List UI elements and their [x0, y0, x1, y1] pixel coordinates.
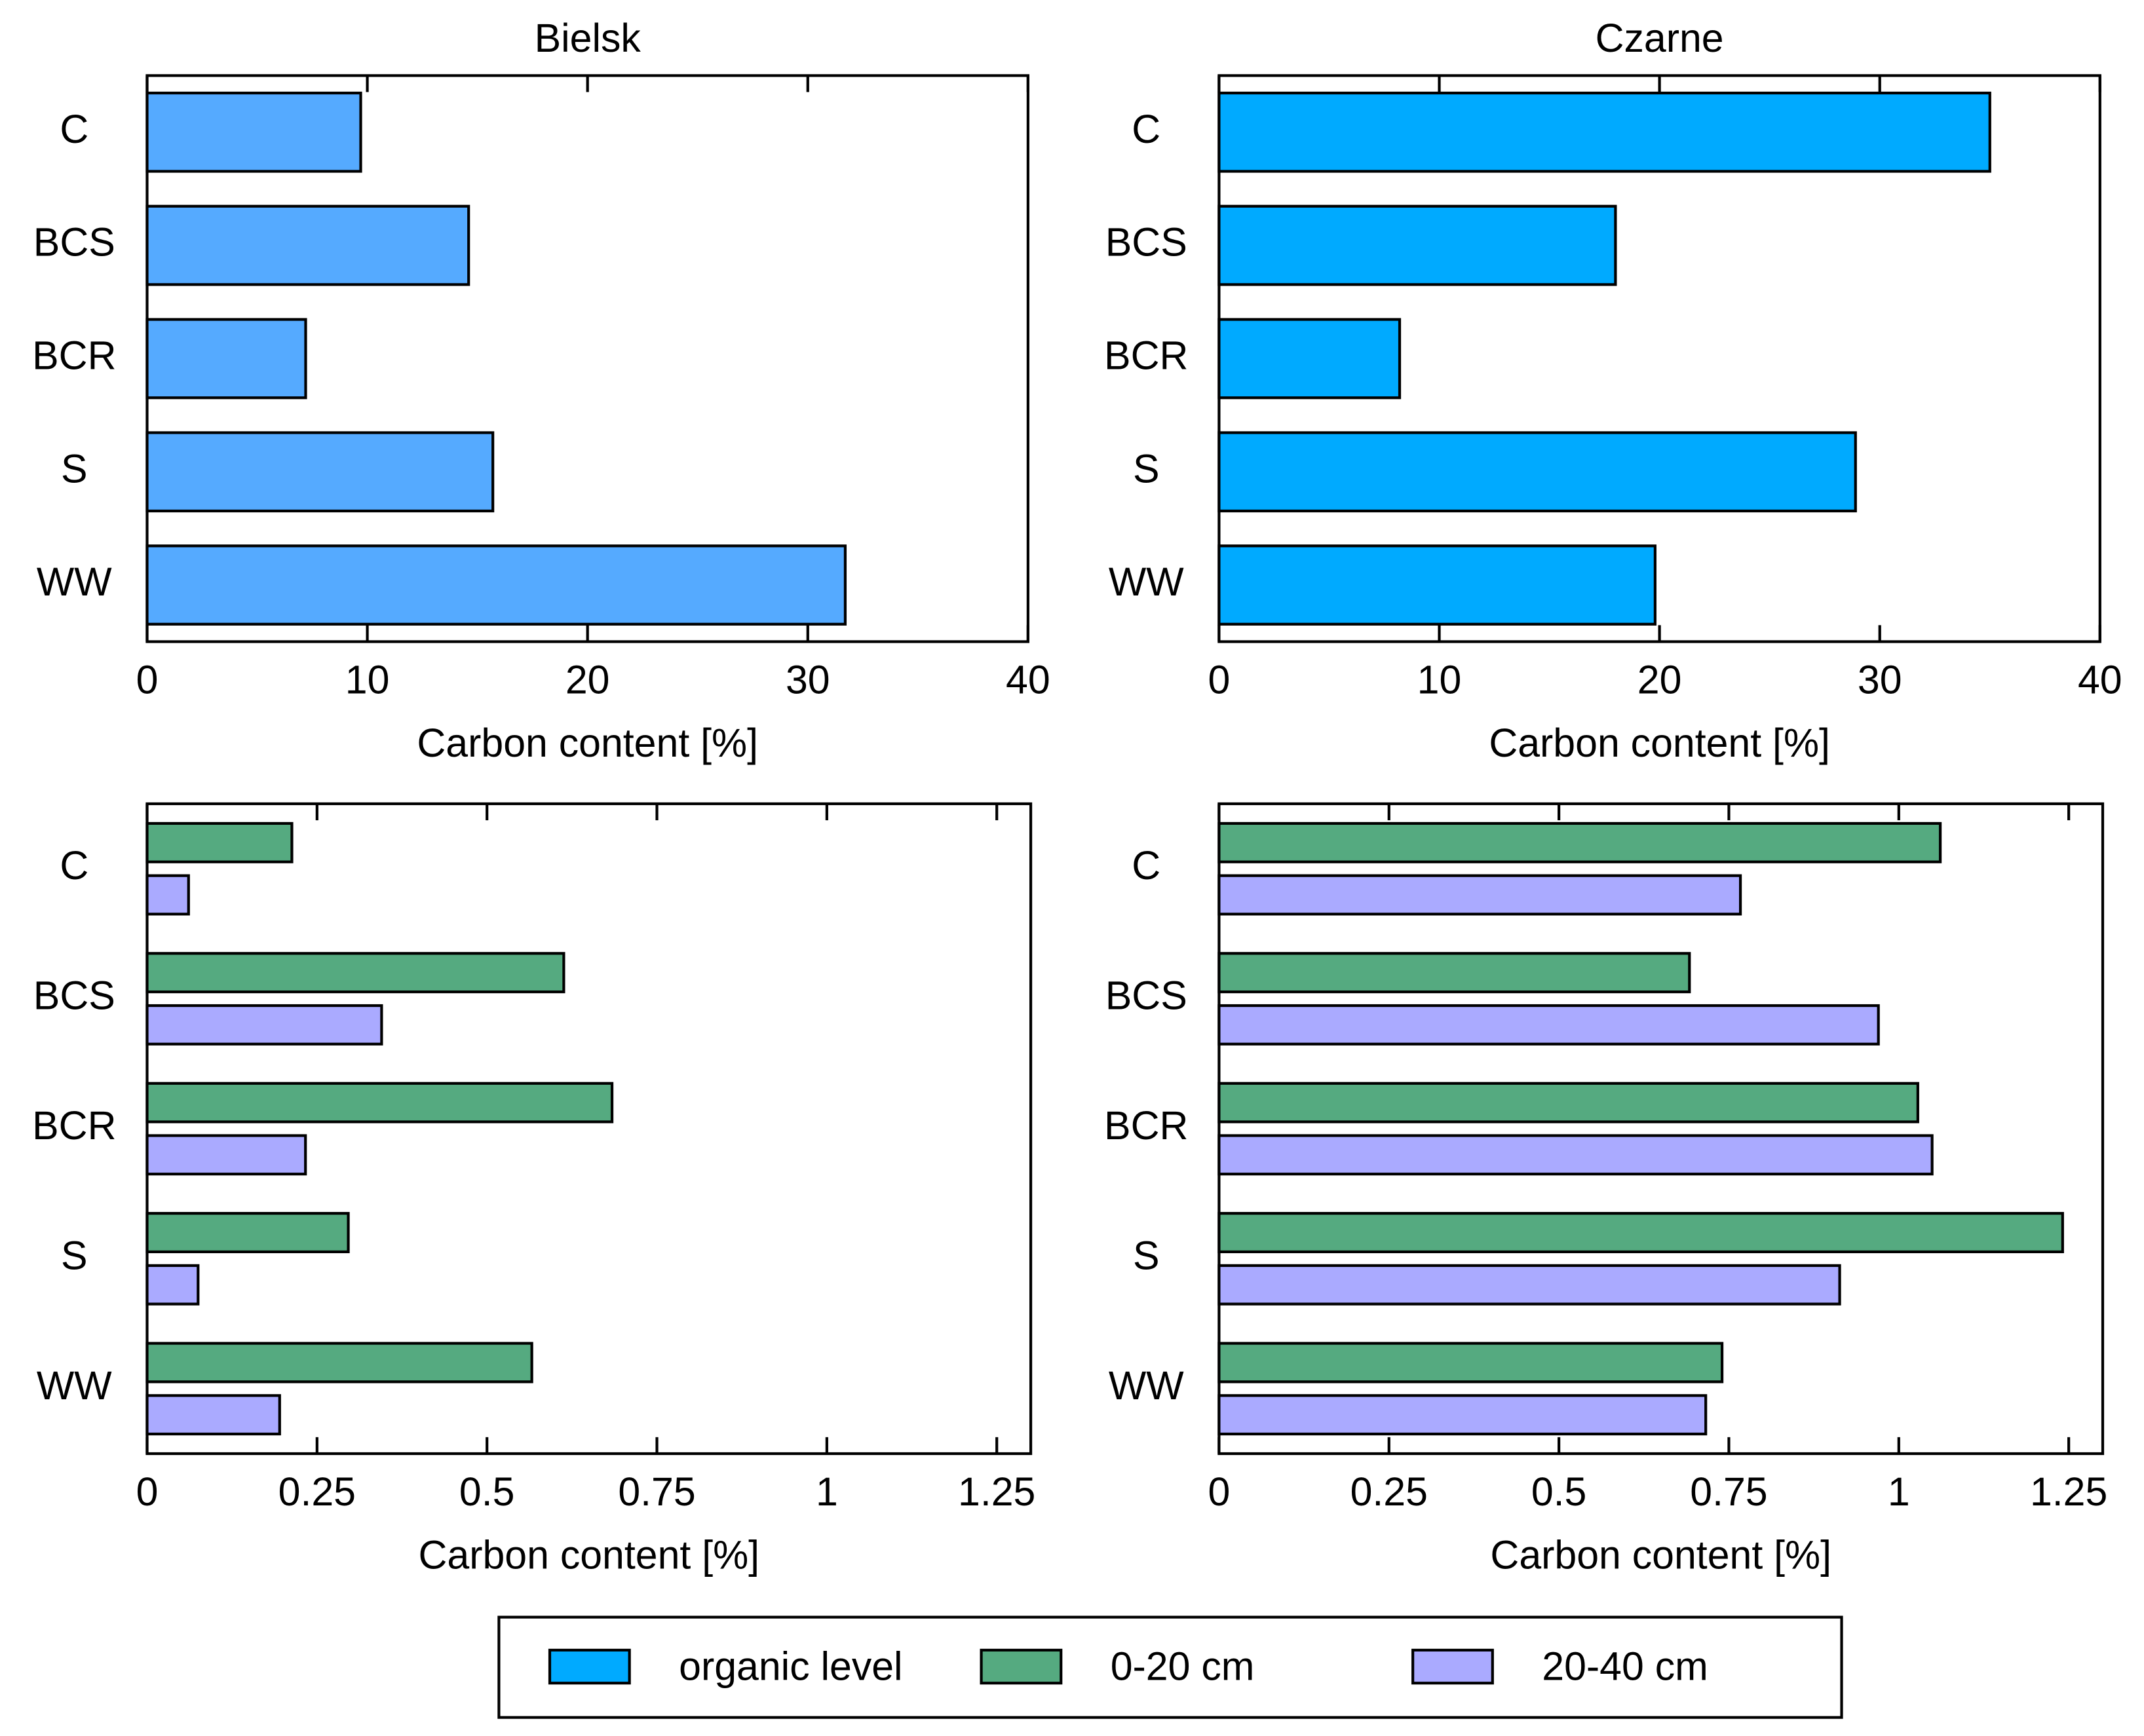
chart-title: Czarne	[1596, 16, 1724, 60]
x-tick-label: 1	[816, 1469, 838, 1514]
bar	[145, 431, 495, 513]
x-tick-label: 0	[1208, 1469, 1231, 1514]
x-tick-label: 20	[565, 657, 610, 702]
chart-title: Bielsk	[535, 16, 641, 60]
y-tick-label: WW	[1109, 1363, 1184, 1408]
x-tick-label: 10	[345, 657, 390, 702]
y-tick-label: BCR	[1104, 1103, 1188, 1148]
x-axis-title: Carbon content [%]	[417, 721, 758, 765]
bar	[1217, 1342, 1724, 1384]
bar	[145, 91, 362, 173]
plot-frame	[145, 802, 1033, 1456]
bar	[145, 204, 470, 286]
x-tick-label: 0.75	[1690, 1469, 1767, 1514]
y-tick-label: C	[60, 107, 88, 151]
bar	[1217, 1394, 1708, 1436]
x-tick-label: 40	[1006, 657, 1050, 702]
y-tick-label: S	[61, 446, 88, 491]
x-tick-label: 0	[1208, 657, 1231, 702]
x-tick-label: 0	[136, 1469, 159, 1514]
bar	[1217, 1082, 1919, 1123]
bar	[1217, 91, 1991, 173]
legend-label: 0-20 cm	[1111, 1644, 1255, 1688]
y-tick-label: BCR	[1104, 333, 1188, 377]
x-tick-label: 20	[1637, 657, 1682, 702]
y-tick-label: BCS	[33, 973, 115, 1018]
x-tick-label: 0.25	[1350, 1469, 1428, 1514]
x-tick-label: 30	[1858, 657, 1902, 702]
bar	[145, 1394, 281, 1436]
y-tick-label: C	[1132, 107, 1160, 151]
y-tick-label: S	[61, 1233, 88, 1277]
bar	[145, 1082, 614, 1123]
x-tick-label: 0.5	[459, 1469, 515, 1514]
x-tick-label: 0	[136, 657, 159, 702]
x-axis-title: Carbon content [%]	[418, 1532, 759, 1577]
y-tick-label: WW	[37, 559, 112, 604]
y-tick-label: S	[1133, 1233, 1160, 1277]
bar	[1217, 1212, 2064, 1253]
legend-label: organic level	[679, 1644, 902, 1688]
bar	[145, 1212, 350, 1253]
bar	[1217, 204, 1617, 286]
y-tick-label: BCR	[32, 1103, 116, 1148]
x-tick-label: 1.25	[958, 1469, 1035, 1514]
y-tick-label: WW	[1109, 559, 1184, 604]
bar	[1217, 431, 1857, 513]
legend-swatch	[548, 1648, 631, 1685]
bar	[145, 821, 294, 863]
y-tick-label: C	[1132, 843, 1160, 888]
bar	[145, 874, 190, 916]
bar	[1217, 952, 1691, 994]
x-tick-label: 40	[2078, 657, 2122, 702]
bar	[1217, 1134, 1934, 1176]
x-tick-label: 30	[786, 657, 830, 702]
bar	[145, 1134, 307, 1176]
y-tick-label: S	[1133, 446, 1160, 491]
plot-frame	[1217, 802, 2105, 1456]
legend-swatch	[980, 1648, 1063, 1685]
bar	[1217, 1264, 1841, 1306]
y-tick-label: C	[60, 843, 88, 888]
y-tick-label: BCS	[1105, 220, 1187, 265]
y-tick-label: BCS	[33, 220, 115, 265]
y-tick-label: BCR	[32, 333, 116, 377]
legend-label: 20-40 cm	[1542, 1644, 1708, 1688]
bar	[1217, 874, 1742, 916]
x-tick-label: 0.75	[618, 1469, 695, 1514]
legend-box	[497, 1615, 1843, 1719]
x-tick-label: 10	[1417, 657, 1462, 702]
bar	[145, 952, 565, 994]
y-tick-label: BCS	[1105, 973, 1187, 1018]
bar	[1217, 318, 1402, 400]
bar	[1217, 1004, 1880, 1046]
bar	[1217, 544, 1656, 626]
legend-swatch	[1411, 1648, 1494, 1685]
x-tick-label: 1	[1888, 1469, 1910, 1514]
x-axis-title: Carbon content [%]	[1489, 721, 1830, 765]
x-tick-label: 1.25	[2030, 1469, 2107, 1514]
y-tick-label: WW	[37, 1363, 112, 1408]
bar	[145, 1004, 383, 1046]
bar	[145, 544, 847, 626]
bar	[145, 318, 307, 400]
x-axis-title: Carbon content [%]	[1490, 1532, 1831, 1577]
bar	[145, 1342, 533, 1384]
x-tick-label: 0.25	[278, 1469, 356, 1514]
bar	[145, 1264, 200, 1306]
bar	[1217, 821, 1942, 863]
x-tick-label: 0.5	[1531, 1469, 1587, 1514]
